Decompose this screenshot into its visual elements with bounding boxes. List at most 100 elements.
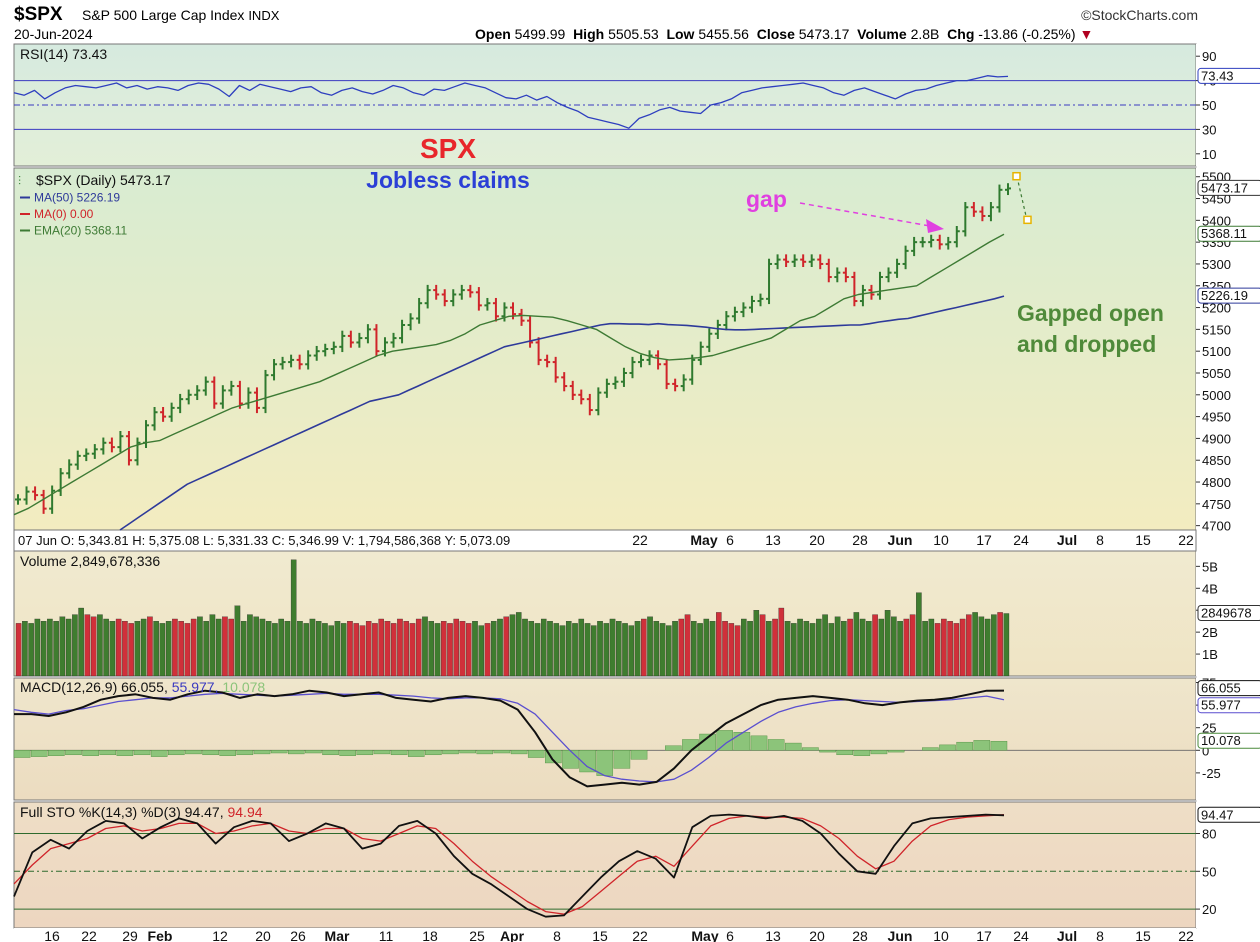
volume-bar: [934, 623, 941, 677]
volume-bar: [347, 621, 353, 677]
macd-histogram-bar: [236, 750, 254, 756]
ma50-last-value-box: [1197, 287, 1260, 304]
panel-bg-sto: [13, 801, 1197, 929]
volume-bar: [672, 621, 678, 677]
macd-histogram-bar: [305, 750, 322, 754]
volume-bar: [378, 618, 384, 677]
volume-bar: [891, 616, 897, 677]
macd-histogram-bar: [699, 733, 716, 751]
sto-last-value: 94.47: [1201, 807, 1234, 822]
volume-bar: [716, 612, 722, 677]
volume-bar: [278, 618, 284, 677]
volume-bar: [978, 616, 985, 677]
x-axis-label: Jun: [888, 928, 913, 942]
sto-tick-label: 50: [1202, 864, 1216, 879]
volume-bar: [234, 605, 241, 677]
index-name: S&P 500 Large Cap Index INDX: [82, 7, 280, 23]
price-tick-label: 4700: [1202, 519, 1231, 534]
sto-tick-label: 20: [1202, 902, 1216, 917]
macd-last-value: 66.055: [1201, 681, 1241, 696]
x-axis-label: 22: [81, 928, 97, 942]
volume-bar: [553, 623, 560, 677]
volume-bar: [140, 618, 147, 677]
brand-logo: ©StockCharts.com: [1081, 7, 1198, 23]
macd-histogram-bar: [65, 750, 82, 756]
volume-bar: [240, 621, 247, 677]
panel-axis-bg-rsi: [1196, 44, 1260, 166]
volume-bar: [916, 592, 922, 677]
price-tick-label: 4850: [1202, 453, 1231, 468]
macd-line: [14, 689, 1005, 788]
volume-bar: [884, 610, 891, 677]
volume-bar: [941, 618, 947, 677]
volume-bar: [59, 616, 66, 677]
axis-strip-bottom: [14, 928, 1196, 942]
volume-bar: [772, 618, 778, 677]
volume-bar: [966, 614, 972, 677]
volume-bar: [903, 618, 910, 677]
macd-tick-label: 25: [1202, 721, 1216, 736]
volume-bar: [872, 614, 878, 677]
macd-histogram-bar: [116, 750, 134, 756]
volume-bar: [203, 621, 209, 677]
x-axis-label: 16: [44, 928, 60, 942]
macd-histogram-bar: [253, 750, 271, 755]
volume-bar: [997, 612, 1003, 677]
macd-histogram-bar: [133, 750, 151, 756]
volume-bar: [622, 623, 628, 677]
price-last-value-box: [1197, 179, 1260, 196]
volume-bar: [803, 621, 810, 677]
volume-bar: [428, 621, 435, 677]
volume-bar: [103, 618, 109, 677]
x-axis-label: 12: [212, 928, 228, 942]
volume-bar: [228, 618, 234, 677]
volume-bar: [384, 621, 391, 677]
signal-last-value: 55.977: [1201, 698, 1241, 713]
volume-bar: [647, 616, 653, 677]
volume-bar: [984, 618, 991, 677]
volume-bar: [697, 623, 703, 677]
rsi-last-value: 73.43: [1201, 68, 1234, 83]
volume-bar: [859, 618, 866, 677]
volume-legend: Volume 2,849,678,336: [20, 553, 160, 569]
x-axis-label: 13: [765, 532, 781, 548]
macd-histogram-bar: [150, 750, 168, 757]
macd-tick-label: -25: [1202, 766, 1221, 781]
rsi-tick-label: 30: [1202, 122, 1216, 137]
price-tick-label: 4950: [1202, 410, 1231, 425]
volume-bar: [534, 623, 541, 677]
histogram-last-value-box: [1197, 732, 1260, 749]
volume-bar: [53, 621, 59, 677]
volume-bar: [741, 618, 747, 677]
ema20-last-value: 5368.11: [1201, 226, 1247, 241]
volume-bar: [28, 623, 34, 677]
volume-bar: [434, 623, 441, 677]
volume-bar: [322, 623, 328, 677]
macd-panel: -250255075MACD(12,26,9) 66.055, 55.977, …: [13, 676, 1260, 788]
volume-bar: [353, 623, 359, 677]
x-axis-label: 8: [1096, 928, 1104, 942]
macd-histogram-bar: [665, 745, 682, 751]
volume-bar: [459, 621, 466, 677]
rsi-tick-label: 90: [1202, 49, 1216, 64]
macd-histogram-bar: [562, 750, 579, 769]
volume-bar: [616, 621, 622, 677]
macd-histogram-bar: [13, 750, 31, 758]
volume-tick-label: 2B: [1202, 625, 1218, 640]
sto-tick-label: 80: [1202, 827, 1216, 842]
volume-bar: [747, 621, 753, 677]
gap-arrow-head: [926, 219, 944, 233]
x-axis-label: 8: [1096, 532, 1104, 548]
volume-bar: [515, 612, 522, 677]
macd-histogram-bar: [527, 750, 545, 758]
volume-bar: [666, 625, 672, 677]
histogram-last-value: 10.078: [1201, 733, 1241, 748]
x-axis-label: 10: [933, 532, 949, 548]
volume-bar: [15, 623, 22, 677]
volume-bar: [84, 614, 91, 677]
x-axis-label: 20: [809, 532, 825, 548]
macd-histogram-bar: [802, 747, 819, 751]
volume-bar: [578, 618, 585, 677]
volume-bar: [540, 618, 547, 677]
